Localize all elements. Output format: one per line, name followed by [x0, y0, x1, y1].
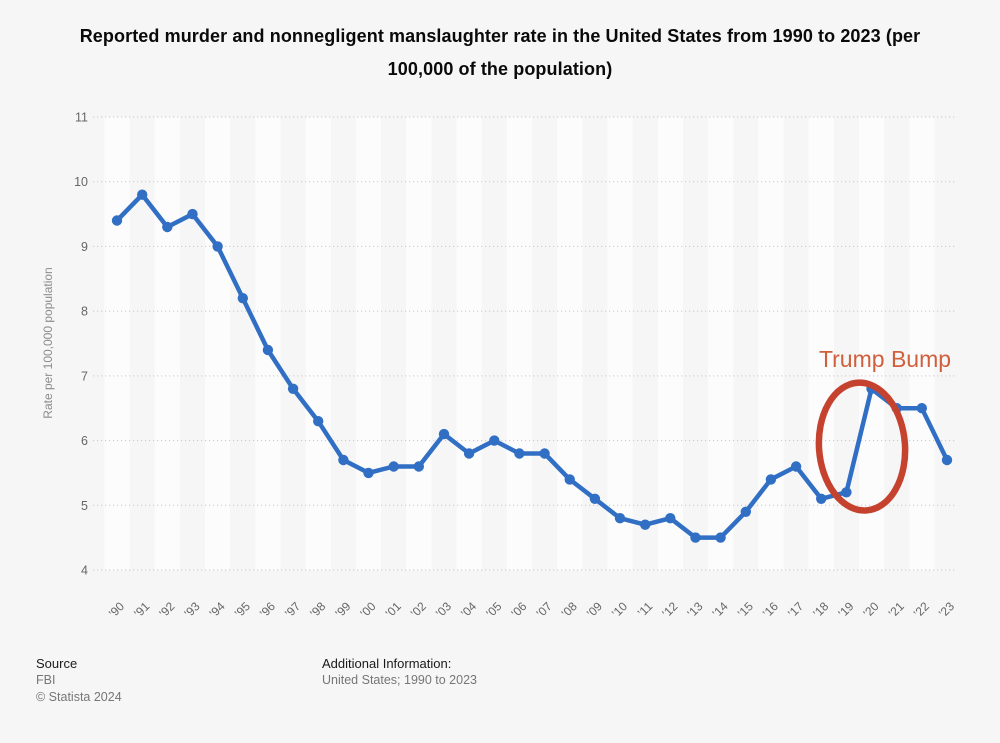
- svg-text:’00: ’00: [357, 599, 378, 620]
- data-point: [564, 474, 575, 485]
- data-point: [313, 416, 324, 427]
- data-point: [463, 448, 475, 459]
- data-line-series: [114, 192, 950, 540]
- svg-text:5: 5: [81, 499, 88, 513]
- data-point: [941, 454, 953, 466]
- svg-text:’04: ’04: [458, 599, 479, 620]
- data-point: [187, 208, 198, 220]
- svg-text:’92: ’92: [156, 599, 177, 620]
- data-point: [237, 293, 248, 304]
- data-point: [640, 519, 651, 530]
- svg-text:7: 7: [81, 369, 88, 383]
- source-label: Source: [36, 656, 78, 671]
- svg-text:’97: ’97: [282, 599, 303, 620]
- svg-text:’14: ’14: [709, 599, 730, 620]
- svg-text:10: 10: [74, 175, 88, 189]
- data-point: [539, 448, 550, 459]
- svg-text:’02: ’02: [408, 599, 429, 620]
- y-axis-labels: 4 5 6 7 8 9 10 11: [74, 111, 88, 578]
- svg-text:9: 9: [81, 240, 88, 254]
- svg-text:’08: ’08: [559, 599, 580, 620]
- svg-text:’18: ’18: [810, 599, 831, 620]
- svg-text:’12: ’12: [659, 599, 680, 620]
- svg-text:’16: ’16: [760, 599, 781, 620]
- data-point: [589, 493, 601, 504]
- y-axis-title: Rate per 100,000 population: [41, 267, 55, 418]
- svg-text:’07: ’07: [533, 599, 554, 620]
- x-axis-labels: ’90’91’92’93’94’95’96’97’98’99’00’01’02’…: [106, 599, 957, 620]
- data-point: [715, 532, 726, 543]
- data-point: [765, 474, 777, 485]
- data-point: [489, 435, 500, 446]
- svg-text:’22: ’22: [911, 599, 932, 620]
- annotation-circle: [815, 379, 909, 514]
- data-point: [790, 461, 802, 472]
- data-point: [841, 487, 852, 498]
- plot-stripes: [104, 117, 935, 570]
- svg-text:’13: ’13: [684, 599, 705, 620]
- svg-text:’99: ’99: [332, 599, 353, 620]
- copyright-text: © Statista 2024: [36, 690, 122, 704]
- data-point: [338, 454, 349, 466]
- svg-text:’03: ’03: [433, 599, 454, 620]
- data-point: [363, 467, 374, 479]
- data-point: [413, 461, 424, 472]
- data-point: [262, 344, 274, 356]
- additional-info-value: United States; 1990 to 2023: [322, 673, 477, 687]
- svg-text:’05: ’05: [483, 599, 504, 620]
- svg-text:’10: ’10: [609, 599, 630, 620]
- svg-text:4: 4: [81, 564, 88, 578]
- data-point: [740, 506, 751, 517]
- svg-text:’91: ’91: [131, 599, 152, 620]
- data-point: [816, 493, 827, 504]
- svg-text:’15: ’15: [735, 599, 756, 620]
- svg-text:’94: ’94: [206, 599, 227, 620]
- svg-text:’01: ’01: [383, 599, 404, 620]
- gridlines: [93, 116, 957, 571]
- svg-text:’23: ’23: [936, 599, 957, 620]
- data-point: [438, 428, 450, 440]
- svg-text:’19: ’19: [835, 599, 856, 620]
- svg-text:’09: ’09: [584, 599, 605, 620]
- data-point: [162, 221, 173, 233]
- additional-info-label: Additional Information:: [322, 656, 452, 671]
- source-block: Source FBI © Statista 2024: [36, 655, 122, 706]
- data-point: [665, 513, 676, 524]
- data-point: [212, 241, 223, 252]
- svg-text:’90: ’90: [106, 599, 127, 620]
- data-point: [690, 532, 701, 543]
- svg-text:11: 11: [75, 111, 88, 125]
- data-point: [614, 513, 626, 524]
- svg-text:’96: ’96: [257, 599, 278, 620]
- data-point: [287, 383, 299, 394]
- svg-text:’98: ’98: [307, 599, 328, 620]
- data-point: [514, 448, 525, 459]
- data-point: [137, 189, 148, 200]
- data-point: [388, 461, 399, 472]
- svg-text:8: 8: [81, 305, 88, 319]
- svg-text:’93: ’93: [181, 599, 202, 620]
- svg-text:’17: ’17: [785, 599, 806, 620]
- trump-bump-annotation-label: Trump Bump: [818, 346, 952, 372]
- svg-text:6: 6: [81, 434, 88, 448]
- source-value: FBI: [36, 673, 56, 687]
- additional-info-block: Additional Information: United States; 1…: [322, 655, 477, 689]
- svg-text:’11: ’11: [635, 599, 656, 620]
- svg-text:’20: ’20: [860, 599, 881, 620]
- svg-text:’95: ’95: [232, 599, 253, 620]
- svg-text:’21: ’21: [886, 599, 907, 620]
- chart-title: Reported murder and nonnegligent manslau…: [79, 26, 921, 79]
- svg-text:’06: ’06: [508, 599, 529, 620]
- data-point: [111, 215, 123, 226]
- data-point: [916, 403, 927, 414]
